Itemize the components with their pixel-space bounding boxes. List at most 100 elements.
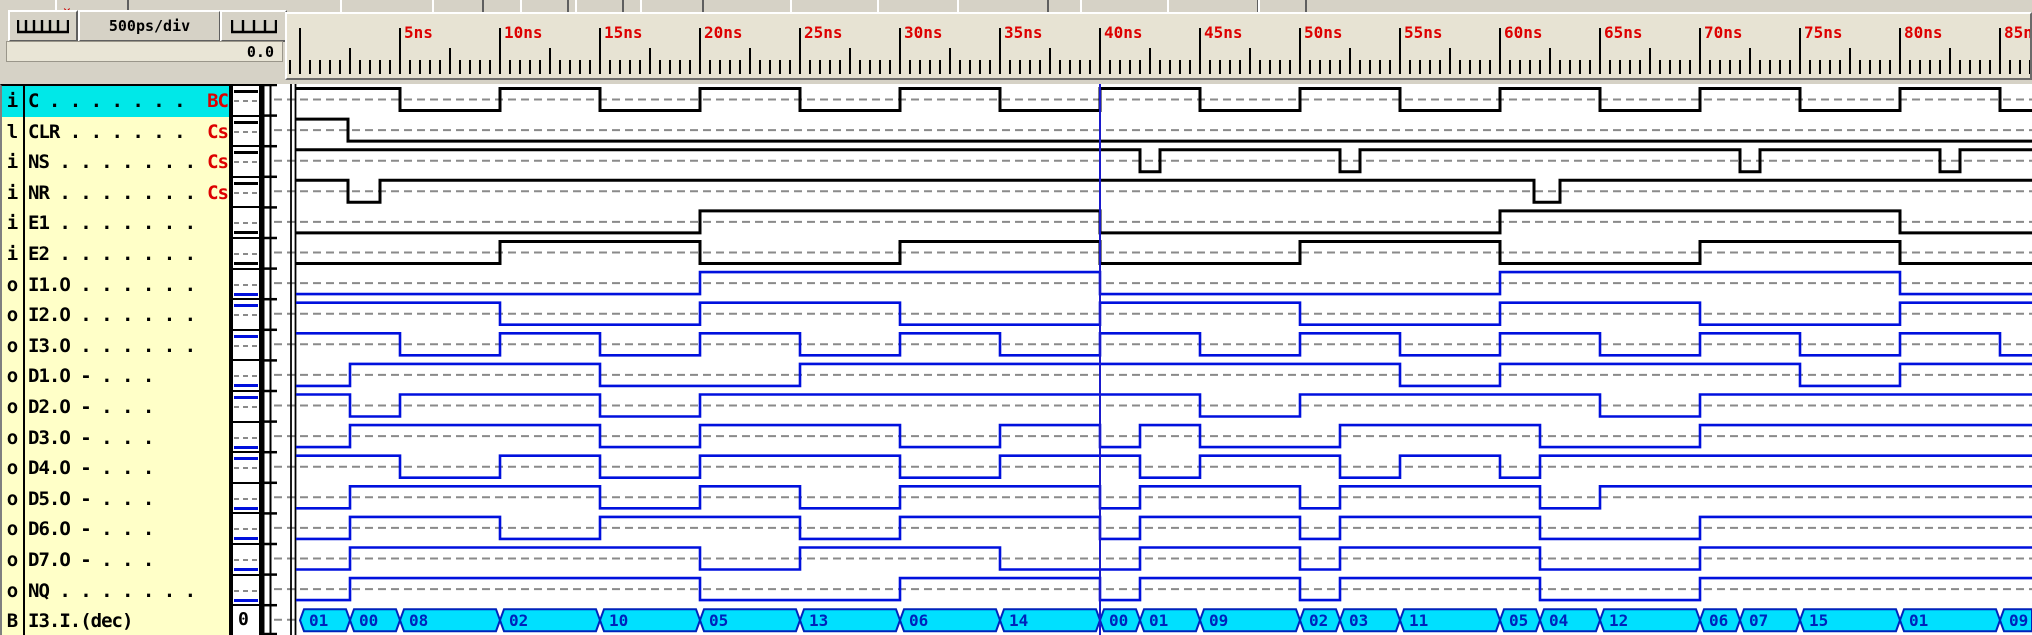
ruler-ticks: 5ns 10ns 15ns 20ns 25ns 30ns 35ns 40ns 45ns 50ns 5… — [289, 23, 2032, 74]
signal-current-value — [233, 239, 259, 270]
ruler-tick-label: 10ns — [504, 23, 543, 42]
bus-segment — [398, 608, 502, 633]
bus-segment — [1298, 608, 1342, 633]
signal-row-D3.O[interactable]: o D3.O - . . . — [2, 422, 229, 454]
signal-current-value — [233, 545, 259, 576]
signal-row-D2.O[interactable]: o D2.O - . . . — [2, 392, 229, 423]
signal-current-value — [233, 361, 259, 392]
signal-type: o — [2, 545, 25, 576]
waveform-trace — [296, 576, 2032, 602]
waveform-trace — [296, 393, 2032, 418]
signal-row-I3.I.(dec)[interactable]: B I3.I.(dec) — [2, 606, 229, 635]
timebase-zoom-out-button[interactable] — [220, 10, 287, 42]
timebase-setting-button[interactable]: 500ps/div — [78, 10, 221, 42]
bus-segment-value: 12 — [1609, 611, 1628, 630]
waveform-plot-area[interactable]: 01 00 08 02 10 05 13 06 14 00 01 09 02 03 11 05 04 12 06 07… — [261, 83, 2032, 635]
ruler-tick-label: 60ns — [1504, 23, 1543, 42]
bus-segment-value: 01 — [1909, 611, 1928, 630]
bus-segment — [1398, 608, 1502, 633]
bus-segment — [1898, 608, 2002, 633]
signal-current-value — [233, 147, 259, 178]
signal-row-D7.O[interactable]: o D7.O - . . . — [2, 545, 229, 576]
signal-current-value — [233, 576, 259, 607]
bus-segment — [998, 608, 1102, 633]
signal-row-I3.O[interactable]: o I3.O . . . . . . — [2, 330, 229, 362]
bus-segment — [898, 608, 1002, 633]
ruler-tick-label: 85ns — [2004, 23, 2030, 42]
signal-label: D5.O - . . . — [28, 487, 154, 510]
bus-segment — [1998, 608, 2032, 633]
signal-current-value — [233, 86, 259, 117]
bus-segment — [1138, 608, 1202, 633]
signal-type: o — [2, 483, 25, 515]
waveform-trace — [296, 301, 2032, 326]
signal-current-value — [233, 423, 259, 454]
cursor-time-readout: 0.0 — [6, 41, 283, 62]
signal-label: D3.O - . . . — [28, 426, 154, 449]
bus-segment-value: 00 — [1109, 611, 1128, 630]
waveform-trace — [296, 546, 2032, 571]
bus-segment-value: 02 — [1309, 611, 1328, 630]
signal-type: B — [2, 606, 25, 635]
bus-segment-value: 14 — [1009, 611, 1028, 630]
signal-type: o — [2, 575, 25, 607]
signal-row-I2.O[interactable]: o I2.O . . . . . . — [2, 300, 229, 331]
ruler-tick-label: 70ns — [1704, 23, 1743, 42]
signal-type: i — [2, 86, 25, 117]
bus-segment-value: 01 — [309, 611, 328, 630]
bus-segment — [298, 608, 352, 633]
timebase-zoom-in-button[interactable] — [8, 10, 78, 42]
ruler-tick-label: 50ns — [1304, 23, 1343, 42]
bus-segment — [1698, 608, 1742, 633]
bus-segment-value: 11 — [1409, 611, 1428, 630]
signal-label: D1.O - . . . — [28, 365, 154, 388]
signal-type: o — [2, 422, 25, 454]
bus-segment-value: 04 — [1549, 611, 1568, 630]
signal-label: D4.O - . . . — [28, 457, 154, 480]
timebase-label: 500ps/div — [108, 17, 191, 35]
waveform-trace — [296, 240, 2032, 265]
bus-segment-value: 09 — [1209, 611, 1228, 630]
signal-type: o — [2, 392, 25, 423]
signal-row-D5.O[interactable]: o D5.O - . . . — [2, 483, 229, 515]
signal-type: o — [2, 514, 25, 545]
signal-type: o — [2, 330, 25, 362]
bus-segment — [1198, 608, 1302, 633]
bus-segment — [498, 608, 602, 633]
ruler-tick-label: 15ns — [604, 23, 643, 42]
ruler-tick-label: 35ns — [1004, 23, 1043, 42]
signal-row-E1[interactable]: i E1 . . . . . . . — [2, 208, 229, 239]
signal-row-I1.O[interactable]: o I1.O . . . . . . — [2, 269, 229, 301]
signal-current-value — [233, 392, 259, 423]
ruler-tick-label: 30ns — [904, 23, 943, 42]
signal-tag: BC — [207, 90, 229, 112]
bus-segment-value: 09 — [2009, 611, 2028, 630]
signal-label: NR . . . . . . . — [28, 181, 196, 204]
signal-row-D6.O[interactable]: o D6.O - . . . — [2, 514, 229, 545]
signal-current-value — [233, 300, 259, 331]
ruler-tick-label: 5ns — [404, 23, 433, 42]
signal-row-CLR[interactable]: l CLR . . . . . . Cs — [2, 116, 229, 148]
signal-row-NS[interactable]: i NS . . . . . . . Cs — [2, 147, 229, 178]
signal-type: i — [2, 147, 25, 178]
bus-segment — [1538, 608, 1602, 633]
signal-row-NR[interactable]: i NR . . . . . . . Cs — [2, 177, 229, 209]
ruler-tick-label: 20ns — [704, 23, 743, 42]
bus-segment — [1798, 608, 1902, 633]
signal-current-value — [233, 117, 259, 148]
bus-segment-value: 15 — [1809, 611, 1828, 630]
signal-tag: Cs — [207, 120, 229, 143]
signal-row-D1.O[interactable]: o D1.O - . . . — [2, 361, 229, 392]
signal-label: E1 . . . . . . . — [28, 212, 196, 235]
signal-row-E2[interactable]: i E2 . . . . . . . — [2, 239, 229, 270]
signal-current-value — [233, 331, 259, 362]
bus-current-value: 0 — [238, 609, 249, 631]
signal-row-D4.O[interactable]: o D4.O - . . . — [2, 453, 229, 484]
signal-row-NQ[interactable]: o NQ . . . . . . . — [2, 575, 229, 607]
ruler-tick-label: 80ns — [1904, 23, 1943, 42]
waveform-trace — [296, 270, 2032, 296]
waveform-trace — [296, 332, 2032, 357]
time-ruler[interactable]: 5ns 10ns 15ns 20ns 25ns 30ns 35ns 40ns 45ns 50ns 5… — [285, 12, 2032, 80]
